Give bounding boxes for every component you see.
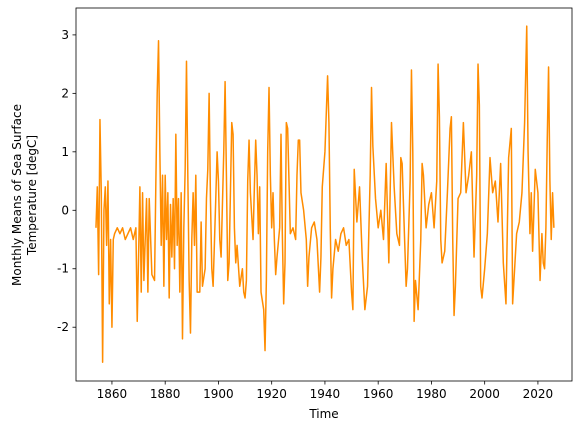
data-line [95,25,555,364]
x-tick-label: 2020 [523,387,554,401]
y-tick-label: 2 [61,86,69,100]
x-axis-label: Time [308,407,338,421]
plot-frame [75,7,573,382]
y-tick-label: 1 [61,145,69,159]
x-tick-label: 2000 [469,387,500,401]
x-tick-label: 1960 [363,387,394,401]
y-tick-label: 3 [61,28,69,42]
x-tick-label: 1860 [97,387,128,401]
y-axis-label: Temperature [degC] [25,135,39,256]
y-axis-label: Monthly Means of Sea Surface [10,104,24,286]
x-tick-label: 1940 [310,387,341,401]
x-tick-label: 1980 [416,387,447,401]
x-tick-label: 1920 [256,387,287,401]
y-tick-label: -2 [57,320,69,334]
x-tick-label: 1900 [203,387,234,401]
y-tick-label: 0 [61,203,69,217]
x-tick-label: 1880 [150,387,181,401]
y-tick-label: -1 [57,262,69,276]
